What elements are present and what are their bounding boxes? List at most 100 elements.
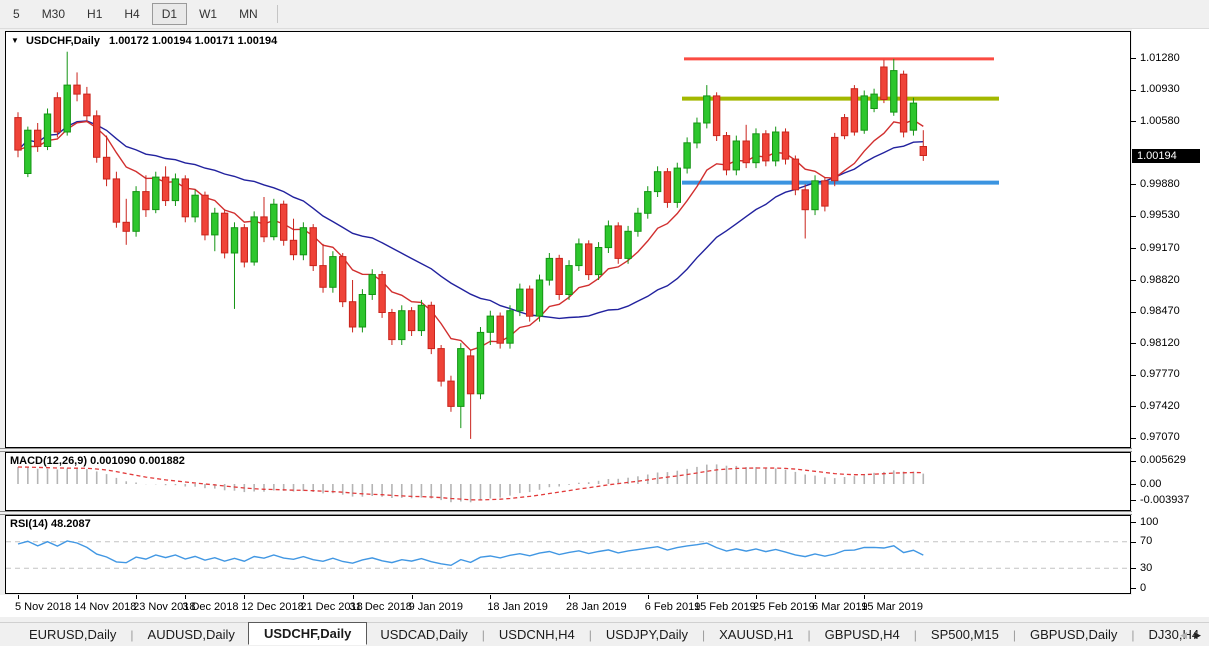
chart-tab-bar: EURUSD,Daily | AUDUSD,Daily USDCHF,Daily USD…	[0, 622, 1209, 646]
chart-dropdown-icon[interactable]: ▼	[11, 36, 19, 45]
timeframe-button-m30[interactable]: M30	[41, 7, 66, 21]
macd-canvas[interactable]	[6, 453, 1130, 510]
price-chart-canvas[interactable]	[6, 32, 1130, 447]
price-tick-label: 0.97420	[1140, 399, 1180, 412]
date-tick-mark	[696, 595, 698, 599]
chart-workspace: ▼ USDCHF,Daily 1.00172 1.00194 1.00171 1…	[0, 29, 1209, 622]
chart-tab-usdcad-daily[interactable]: USDCAD,Daily	[380, 627, 468, 642]
price-tick-mark	[1131, 248, 1136, 250]
chart-tab-usdchf-daily[interactable]: USDCHF,Daily	[247, 622, 368, 645]
tab-separator: |	[701, 627, 706, 642]
price-scale-column	[1132, 29, 1209, 595]
price-tick-label: 0.98820	[1140, 273, 1180, 286]
date-tick-mark	[647, 595, 649, 599]
rsi-panel[interactable]: RSI(14) 48.2087	[5, 515, 1131, 594]
price-tick-mark	[1131, 374, 1136, 376]
rsi-canvas[interactable]	[6, 516, 1130, 593]
date-tick-label: 25 Feb 2019	[753, 601, 815, 613]
toolbar-separator	[276, 5, 278, 23]
timeframe-button-h1[interactable]: H1	[87, 7, 103, 21]
date-tick-label: 15 Feb 2019	[693, 601, 756, 613]
tab-separator: |	[481, 627, 485, 642]
chart-tab-dj30-h4[interactable]: DJ30,H4	[1148, 627, 1200, 642]
macd-tick-label: 0.00	[1140, 477, 1162, 490]
date-tick-mark	[303, 595, 305, 599]
tab-separator: |	[1131, 627, 1135, 642]
price-tick-mark	[1131, 121, 1136, 123]
date-tick-label: 6 Mar 2019	[812, 601, 868, 613]
price-tick-label: 0.99170	[1140, 241, 1180, 254]
price-chart-panel[interactable]: ▼ USDCHF,Daily 1.00172 1.00194 1.00171 1…	[5, 31, 1131, 448]
date-tick-label: 9 Jan 2019	[408, 601, 464, 613]
chart-tab-gbpusd-daily[interactable]: GBPUSD,Daily	[1029, 627, 1118, 642]
chart-tab-eurusd-daily[interactable]: EURUSD,Daily	[29, 627, 117, 642]
chart-tab-usdcnh-h4[interactable]: USDCNH,H4	[498, 627, 575, 642]
timeframe-button-w1[interactable]: W1	[199, 7, 218, 21]
chart-tab-audusd-daily[interactable]: AUDUSD,Daily	[147, 627, 235, 642]
chart-tab-usdjpy-daily[interactable]: USDJPY,Daily	[605, 627, 688, 642]
date-tick-mark	[352, 595, 354, 599]
macd-label: MACD(12,26,9) 0.001090 0.001882	[10, 455, 185, 467]
macd-tick-mark	[1131, 484, 1136, 485]
macd-tick-label: 0.005629	[1140, 454, 1186, 467]
price-tick-mark	[1131, 311, 1136, 313]
date-tick-label: 6 Feb 2019	[644, 601, 701, 613]
tab-scroll-left-icon[interactable]: ◀	[1180, 630, 1187, 640]
panel-splitter[interactable]	[0, 511, 1209, 515]
price-tick-label: 0.98470	[1140, 305, 1180, 318]
tab-separator: |	[1012, 627, 1016, 642]
timeframe-button-h4[interactable]: H4	[124, 7, 140, 21]
tab-separator: |	[807, 627, 811, 642]
chart-tab-xauusd-h1[interactable]: XAUUSD,H1	[719, 627, 794, 642]
rsi-label: RSI(14) 48.2087	[10, 518, 91, 530]
rsi-tick-label: 100	[1140, 515, 1159, 528]
price-tick-mark	[1131, 215, 1136, 217]
timeframe-button-d1[interactable]: D1	[151, 3, 188, 25]
rsi-tick-mark	[1131, 522, 1136, 523]
price-tick-label: 0.98120	[1140, 336, 1180, 349]
rsi-tick-mark	[1131, 588, 1136, 589]
date-tick-mark	[77, 595, 79, 599]
date-tick-mark	[18, 595, 19, 599]
price-tick-label: 0.97770	[1140, 368, 1180, 381]
date-tick-label: 12 Dec 2018	[241, 601, 304, 613]
macd-tick-mark	[1131, 500, 1136, 502]
rsi-tick-label: 70	[1140, 535, 1153, 548]
rsi-tick-mark	[1131, 568, 1136, 570]
date-tick-label: 5 Nov 2018	[15, 601, 72, 613]
chart-tab-sp500-m15[interactable]: SP500,M15	[930, 627, 999, 642]
price-tick-label: 1.01280	[1140, 51, 1180, 64]
date-tick-mark	[864, 595, 866, 599]
date-tick-mark	[756, 595, 757, 599]
price-tick-mark	[1131, 280, 1136, 282]
time-axis: 5 Nov 2018 14 Nov 2018 23 Nov 2018 3 Dec 20…	[0, 595, 1209, 617]
rsi-tick-label: 0	[1140, 581, 1147, 594]
panel-splitter[interactable]	[0, 448, 1209, 452]
date-tick-mark	[244, 595, 246, 599]
price-tick-label: 0.99530	[1140, 209, 1180, 222]
price-tick-label: 0.99880	[1140, 177, 1180, 190]
date-tick-label: 21 Dec 2018	[300, 601, 363, 613]
chart-tab-gbpusd-h4[interactable]: GBPUSD,H4	[824, 627, 900, 642]
rsi-tick-mark	[1131, 541, 1136, 543]
price-tick-label: 1.00930	[1140, 83, 1180, 96]
date-tick-label: 18 Jan 2019	[487, 601, 548, 613]
chart-ohlc-values: 1.00172 1.00194 1.00171 1.00194	[109, 35, 278, 47]
price-tick-mark	[1131, 58, 1136, 59]
date-tick-label: 23 Nov 2018	[133, 601, 196, 613]
tab-scroll-right-icon[interactable]: ▶	[1194, 630, 1201, 640]
macd-panel[interactable]: MACD(12,26,9) 0.001090 0.001882	[5, 452, 1131, 511]
timeframe-button-mn[interactable]: MN	[239, 7, 258, 21]
chart-symbol-label: USDCHF,Daily	[25, 35, 100, 47]
timeframe-button-5[interactable]: 5	[13, 7, 20, 21]
tab-separator: |	[130, 627, 134, 642]
date-tick-label: 31 Dec 2018	[349, 601, 412, 613]
price-tick-mark	[1131, 89, 1136, 91]
price-tick-mark	[1131, 406, 1136, 408]
rsi-tick-label: 30	[1140, 561, 1153, 574]
macd-tick-label: -0.003937	[1140, 493, 1190, 506]
current-price-badge: 1.00194	[1132, 149, 1200, 164]
tab-separator: |	[588, 627, 592, 642]
date-tick-mark	[569, 595, 571, 599]
